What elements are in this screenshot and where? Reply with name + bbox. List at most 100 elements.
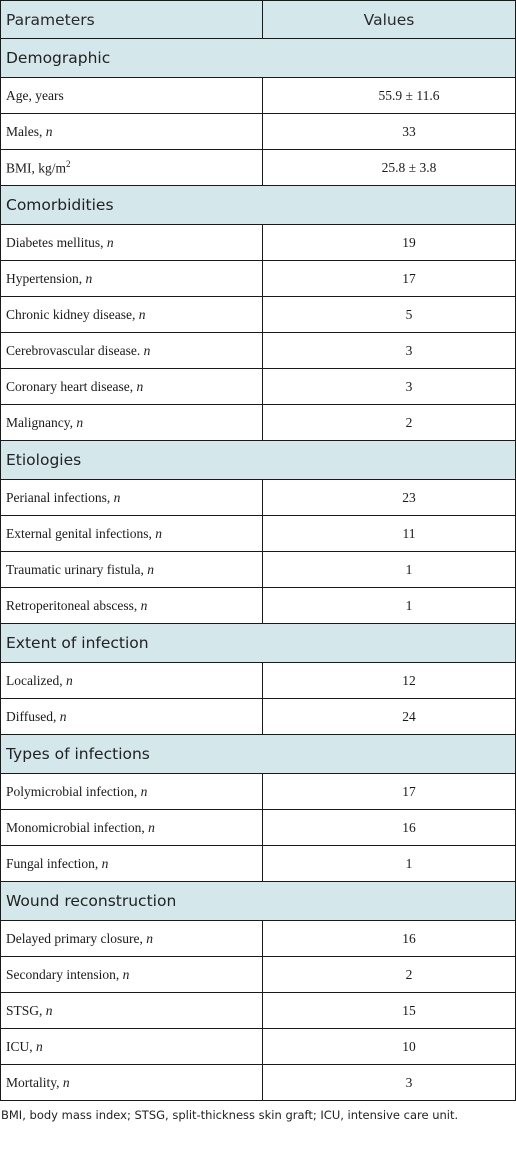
section-title: Demographic [0,38,516,78]
value-cell: 33 [262,113,516,150]
table-header-row: Parameters Values [0,0,516,39]
table-body: Demographic Age, years 55.9 ± 11.6 Males, n… [0,38,516,1101]
count-symbol: n [140,597,148,613]
table-footnote: BMI, body mass index; STSG, split-thickn… [1,1108,459,1122]
count-symbol: n [143,342,151,358]
table-row: Localized, n 12 [0,662,516,699]
value-cell: 17 [262,260,516,297]
count-symbol: n [85,270,93,286]
parameter-cell: Malignancy, n [0,404,263,441]
value-cell: 16 [262,920,516,957]
count-symbol: n [76,414,84,430]
value-cell: 24 [262,698,516,735]
table-row: External genital infections, n 11 [0,515,516,552]
count-symbol: n [101,855,109,871]
table-row: Delayed primary closure, n 16 [0,920,516,957]
parameter-label: Males, [6,123,46,139]
parameter-label: Localized, [6,672,66,688]
parameter-label: Polymicrobial infection, [6,783,141,799]
parameter-label: Retroperitoneal abscess, [6,597,141,613]
parameter-label: Delayed primary closure, [6,930,147,946]
count-symbol: n [45,123,53,139]
count-symbol: n [136,378,144,394]
value-cell: 12 [262,662,516,699]
parameter-cell: Polymicrobial infection, n [0,773,263,810]
table-row: Perianal infections, n 23 [0,479,516,516]
parameter-label: Diabetes mellitus, [6,234,107,250]
section-header-row: Etiologies [0,440,516,480]
count-symbol: n [147,561,154,577]
unit-superscript: 2 [66,158,71,169]
section-title: Types of infections [0,734,516,774]
parameter-cell: Age, years [0,77,263,114]
parameter-label: Age, years [6,87,64,103]
section-header-row: Types of infections [0,734,516,774]
count-symbol: n [59,708,67,724]
parameter-cell: ICU, n [0,1028,263,1065]
section-title: Wound reconstruction [0,881,516,921]
count-symbol: n [122,966,130,982]
parameter-cell: Monomicrobial infection, n [0,809,263,846]
parameter-label: ICU, [6,1038,36,1054]
parameter-label: External genital infections, [6,525,156,541]
table-row: Monomicrobial infection, n 16 [0,809,516,846]
parameter-label: Malignancy, [6,414,77,430]
parameter-cell: Fungal infection, n [0,845,263,882]
table-row: Age, years 55.9 ± 11.6 [0,77,516,114]
table-row: Polymicrobial infection, n 17 [0,773,516,810]
count-symbol: n [45,1002,53,1018]
count-symbol: n [146,930,153,946]
count-symbol: n [113,489,121,505]
value-cell: 1 [262,845,516,882]
value-cell: 16 [262,809,516,846]
table-row: BMI, kg/m2 25.8 ± 3.8 [0,149,516,186]
parameter-label: Monomicrobial infection, [6,819,149,835]
parameter-label: Traumatic urinary fistula, [6,561,148,577]
parameter-label: STSG, [6,1002,46,1018]
parameter-cell: Chronic kidney disease, n [0,296,263,333]
value-cell: 5 [262,296,516,333]
section-title: Etiologies [0,440,516,480]
value-cell: 3 [262,368,516,405]
parameter-label: Diffused, [6,708,60,724]
table-row: Diffused, n 24 [0,698,516,735]
parameter-cell: Mortality, n [0,1064,263,1101]
parameter-label: Chronic kidney disease, [6,306,139,322]
parameter-label: Coronary heart disease, [6,378,137,394]
parameter-cell: Hypertension, n [0,260,263,297]
count-symbol: n [106,234,114,250]
parameter-cell: Delayed primary closure, n [0,920,263,957]
count-symbol: n [148,819,155,835]
parameter-cell: Retroperitoneal abscess, n [0,587,263,624]
parameter-cell: External genital infections, n [0,515,263,552]
parameter-cell: BMI, kg/m2 [0,149,263,186]
parameter-cell: Secondary intension, n [0,956,263,993]
section-header-row: Demographic [0,38,516,78]
value-cell: 1 [262,551,516,588]
value-cell: 1 [262,587,516,624]
parameter-label: Perianal infections, [6,489,114,505]
parameter-cell: Traumatic urinary fistula, n [0,551,263,588]
parameter-label: Secondary intension, [6,966,123,982]
value-cell: 25.8 ± 3.8 [262,149,516,186]
count-symbol: n [138,306,146,322]
parameter-cell: Diffused, n [0,698,263,735]
value-cell: 10 [262,1028,516,1065]
table-row: STSG, n 15 [0,992,516,1029]
parameter-cell: Males, n [0,113,263,150]
parameter-cell: Perianal infections, n [0,479,263,516]
section-title: Comorbidities [0,185,516,225]
value-cell: 15 [262,992,516,1029]
parameters-table: Parameters Values Demographic Age, years 5… [0,0,516,1101]
parameter-cell: Localized, n [0,662,263,699]
parameter-label: BMI, kg/m [6,160,67,176]
value-cell: 2 [262,956,516,993]
